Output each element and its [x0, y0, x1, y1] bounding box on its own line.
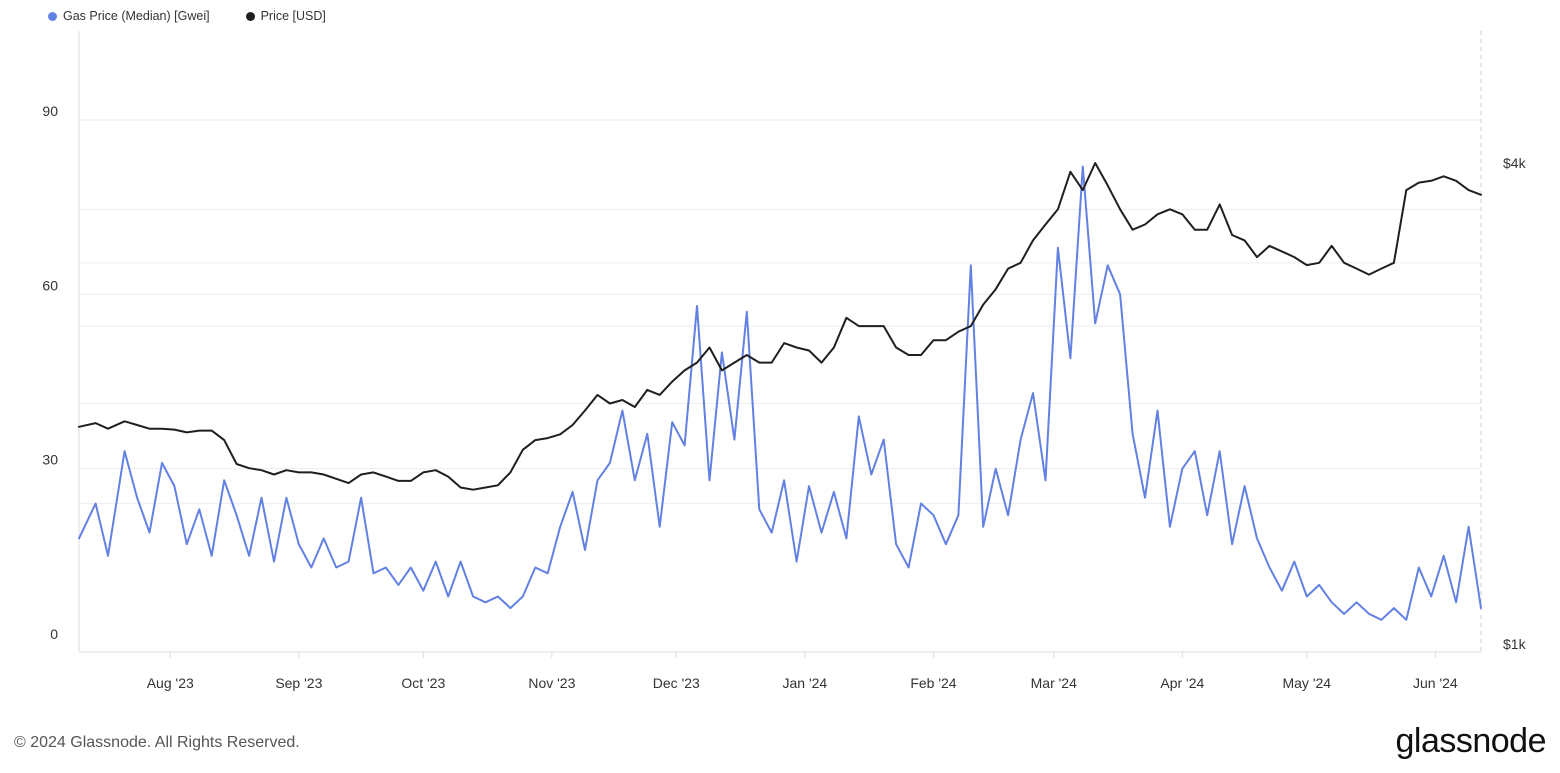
- legend-label-gas: Gas Price (Median) [Gwei]: [63, 9, 210, 23]
- price-line[interactable]: [78, 162, 1482, 491]
- glassnode-logo: glassnode: [1395, 722, 1546, 760]
- legend-marker-gas: [48, 11, 57, 21]
- x-tick-label: Apr '24: [1160, 675, 1204, 691]
- gas-price-line[interactable]: [78, 165, 1482, 621]
- x-tick-label: Jun '24: [1413, 675, 1458, 691]
- x-tick-label: Aug '23: [147, 675, 194, 691]
- y-tick-label-left: 60: [42, 277, 58, 293]
- chart-legend: Gas Price (Median) [Gwei] Price [USD]: [48, 9, 326, 23]
- x-tick-label: Feb '24: [910, 675, 956, 691]
- x-tick-label: Oct '23: [401, 675, 445, 691]
- y-tick-label-right: $1k: [1503, 636, 1527, 652]
- x-tick-label: May '24: [1282, 675, 1331, 691]
- legend-marker-price: [245, 11, 255, 21]
- legend-item-price[interactable]: Price [USD]: [245, 9, 326, 23]
- y-tick-label-right: $4k: [1503, 155, 1527, 171]
- y-tick-label-left: 90: [42, 103, 58, 119]
- x-tick-label: Mar '24: [1031, 675, 1077, 691]
- x-tick-label: Nov '23: [528, 675, 575, 691]
- y-tick-label-left: 30: [42, 452, 58, 468]
- legend-item-gas[interactable]: Gas Price (Median) [Gwei]: [48, 9, 210, 23]
- y-tick-label-left: 0: [50, 626, 58, 642]
- x-tick-label: Sep '23: [275, 675, 322, 691]
- x-tick-label: Dec '23: [653, 675, 700, 691]
- legend-label-price: Price [USD]: [260, 9, 326, 23]
- x-tick-label: Jan '24: [783, 675, 828, 691]
- copyright-text: © 2024 Glassnode. All Rights Reserved.: [14, 734, 300, 751]
